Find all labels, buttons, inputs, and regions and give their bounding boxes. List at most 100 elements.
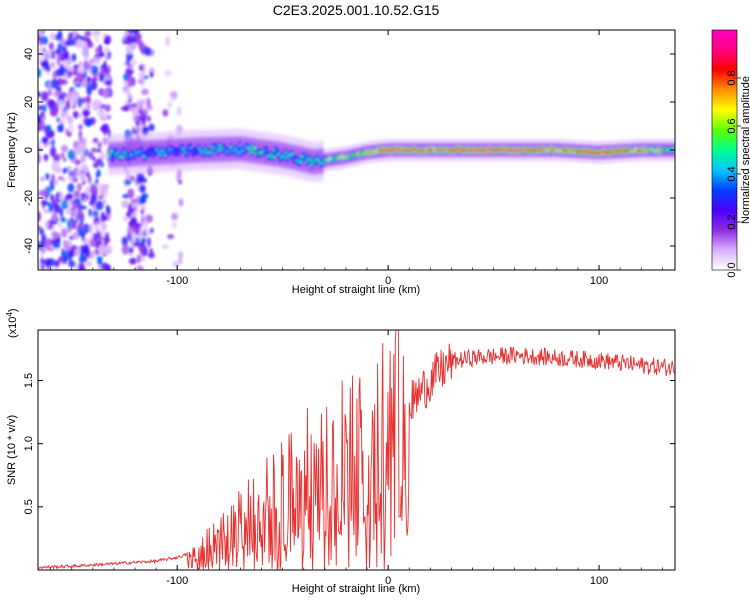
spectrogram-blob [92,210,99,217]
spectrogram-y-axis-label: Frequency (Hz) [6,112,18,188]
spectrogram-blob [80,192,85,202]
spectrogram-blob [131,232,137,244]
spectrogram-blob [59,207,64,218]
spectrogram-blob [68,260,76,268]
spectrogram-blob [122,80,129,85]
spectrogram-blob [47,89,52,97]
spectrogram-blob [88,208,92,218]
spectrogram-blob [38,105,44,111]
spectrogram-y-tick-label: -40 [23,238,35,254]
spectrogram-blob [43,49,52,56]
spectrogram-blob [122,216,129,222]
spectrogram-blob [95,173,100,178]
spectrogram-blob [103,39,110,45]
spectrogram-ridge-core [265,148,269,153]
colorbar-tick-label: 0.4 [726,166,738,181]
spectrogram-blob [128,63,133,68]
snr-y-scale-label: (x104) [5,308,19,338]
spectrogram-blob [63,255,68,263]
spectrogram-blob [143,221,148,230]
spectrogram-blob [171,221,177,229]
spectrogram-blob [38,68,42,78]
spectrogram-blob [104,80,112,86]
spectrogram-blob [125,44,134,55]
spectrogram-blob [82,61,89,70]
spectrogram-blob [95,46,99,55]
spectrogram-blob [52,71,56,77]
spectrogram-blob [62,157,67,162]
spectrogram-ridge-core [120,154,123,159]
spectrogram-blob [72,231,80,240]
spectrogram-blob [59,53,67,62]
spectrogram-blob [38,262,41,269]
spectrogram-blob [72,111,80,119]
spectrogram-blob [81,41,88,52]
spectrogram-blob [100,69,106,76]
spectrogram-blob [60,227,68,238]
spectrogram-blob [141,88,149,96]
spectrogram-blob [166,234,175,240]
spectrogram-x-tick-label: 100 [590,275,608,287]
spectrogram-blob [127,188,135,199]
spectrogram-blob [48,203,54,213]
spectrogram-blob [149,248,154,253]
spectrogram-blob [66,218,71,229]
spectrogram-blob [79,266,84,270]
spectrogram-blob [162,109,169,117]
spectrogram-blob [67,175,73,181]
spectrogram-blob [44,238,52,249]
spectrogram-blob [85,95,91,104]
spectrogram-blob [59,123,64,133]
spectrogram-blob [97,232,102,240]
spectrogram-blob [140,214,148,219]
spectrogram-field [38,30,675,270]
spectrogram-blob [51,173,55,182]
spectrogram-blob [170,95,175,102]
spectrogram-blob [178,251,183,260]
spectrogram-blob [139,255,146,262]
spectrogram-y-tick-label: 40 [23,48,35,60]
spectrogram-blob [78,124,83,131]
spectrogram-blob [52,159,61,168]
spectrogram-blob [48,140,52,146]
spectrogram-blob [60,217,67,223]
spectrogram-blob [44,220,49,229]
spectrogram-blob [78,143,87,154]
spectrogram-blob [49,32,57,41]
spectrogram-blob [126,211,132,218]
spectrogram-blob [74,247,81,257]
spectrogram-blob [125,35,132,42]
snr-x-axis-label: Height of straight line (km) [292,583,420,595]
spectrogram-blob [94,57,101,65]
spectrogram-blob [78,255,85,264]
spectrogram-blob [172,260,179,268]
spectrogram-blob [42,138,49,143]
spectrogram-blob [176,106,182,116]
spectrogram-ridge-core [110,149,113,154]
spectrogram-blob [38,139,42,145]
spectrogram-blob [127,81,136,87]
spectrogram-blob [66,199,74,206]
spectrogram-blob [97,195,104,200]
spectrogram-blob [95,200,104,211]
spectrogram-blob [68,123,74,134]
spectrogram-blob [55,86,62,91]
spectrogram-blob [74,177,78,183]
spectrogram-y-ticks: -40 -20 0 20 40 [23,48,675,254]
spectrogram-blob [67,35,72,43]
spectrogram-blob [87,174,92,184]
colorbar-gradient [711,29,738,271]
spectrogram-blob [40,176,45,182]
spectrogram-blob [44,125,52,132]
spectrogram-blob [92,156,96,162]
spectrogram-x-axis-label: Height of straight line (km) [292,284,420,296]
spectrogram-blob [126,89,132,100]
spectrogram-blob [103,60,107,72]
spectrogram-blob [130,216,137,225]
spectrogram-blob [61,250,69,258]
colorbar-label: Normalized spectral amplitude [740,76,750,224]
spectrogram-blob [101,137,110,144]
spectrogram-blob [137,173,144,184]
spectrogram-blob [91,32,97,39]
spectrogram-blob [147,115,151,122]
